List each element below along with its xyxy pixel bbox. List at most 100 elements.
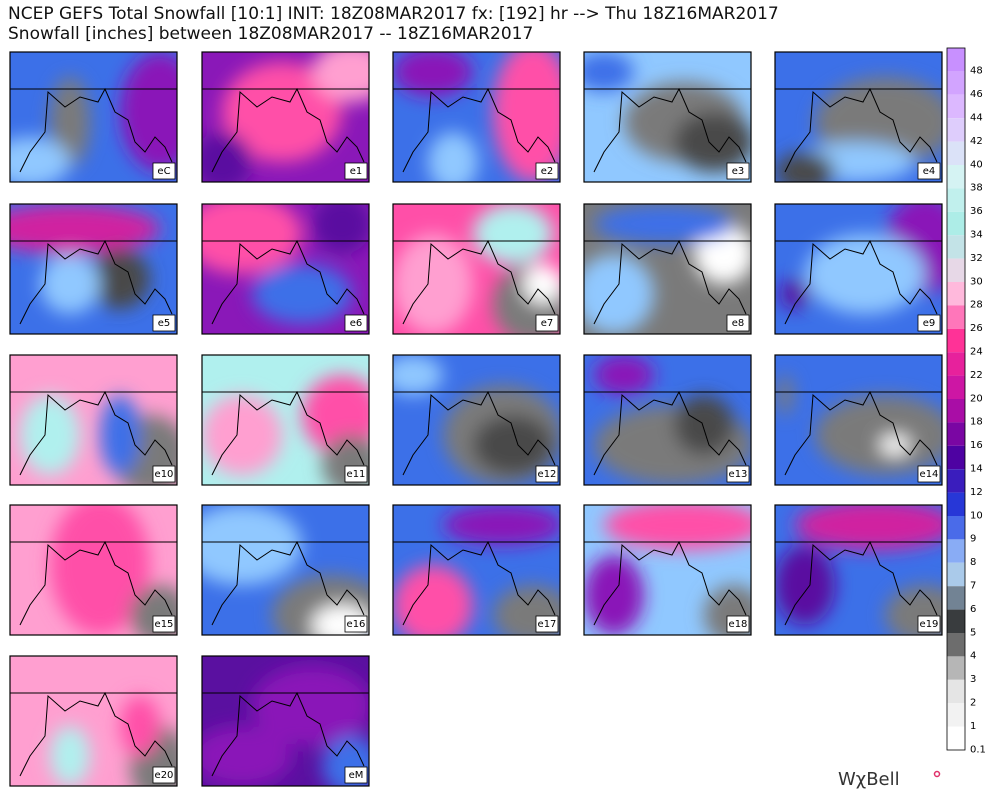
logo-dot (933, 770, 941, 778)
snow-field (584, 52, 751, 172)
snow-field (393, 505, 560, 635)
panel-label-box (344, 314, 368, 332)
colorbar-swatch (947, 282, 965, 306)
title-line-2: Snowfall [inches] between 18Z08MAR2017 -… (8, 24, 533, 44)
snow-blob (584, 254, 654, 334)
colorbar-label: 22 (970, 370, 983, 381)
panel-label: e17 (538, 619, 557, 630)
snow-blob (252, 666, 369, 746)
colorbar-swatch (947, 188, 965, 212)
title-line-1: NCEP GEFS Total Snowfall [10:1] INIT: 18… (8, 4, 779, 24)
panel-label-box (344, 162, 368, 180)
panel-label: e11 (347, 469, 366, 480)
panel-label-box (917, 162, 941, 180)
snow-blob (775, 545, 835, 625)
colorbar-swatch (947, 633, 965, 657)
snow-field (594, 355, 751, 485)
border (19, 87, 173, 173)
border (784, 87, 938, 173)
colorbar-label: 24 (970, 347, 983, 358)
panel (202, 505, 369, 635)
snow-blob (202, 395, 282, 475)
colorbar-swatch (947, 399, 965, 423)
colorbar-swatch (947, 726, 965, 750)
snow-field (584, 204, 751, 334)
colorbar-swatch (947, 118, 965, 142)
panel-label-box (535, 162, 559, 180)
border (211, 691, 365, 777)
panel (393, 505, 560, 635)
border (593, 540, 747, 626)
colorbar-swatch (947, 211, 965, 236)
colorbar-swatch (947, 703, 965, 727)
panel-label: e9 (923, 318, 936, 329)
panel (10, 52, 177, 182)
colorbar-label: 26 (970, 323, 983, 334)
colorbar-swatch (947, 445, 965, 470)
snow-blob (880, 435, 910, 455)
colorbar-swatch (947, 679, 965, 704)
snow-blob (100, 395, 140, 475)
colorbar-label: 4 (970, 651, 976, 662)
snow-blob (50, 726, 90, 786)
colorbar-swatch (947, 71, 965, 95)
snow-blob (20, 395, 80, 475)
panel-frame (201, 203, 370, 335)
colorbar-label: 32 (970, 253, 983, 264)
colorbar-label: 7 (970, 581, 976, 592)
colorbar-label: 34 (970, 230, 983, 241)
panel-label: e8 (732, 318, 745, 329)
snow-blob (10, 137, 70, 182)
panel-frame (9, 51, 178, 183)
panel-label: e7 (541, 318, 554, 329)
snow-field (50, 505, 177, 635)
border (593, 239, 747, 325)
snow-blob (393, 355, 443, 395)
border (211, 87, 365, 173)
colorbar-label: 14 (970, 464, 983, 475)
snow-field (775, 77, 942, 182)
panel-label: e4 (923, 166, 936, 177)
snow-field (202, 52, 369, 182)
snow-blob (202, 132, 252, 182)
snow-blob (120, 52, 177, 172)
border (19, 540, 173, 626)
colorbar-label: 9 (970, 534, 976, 545)
colorbar-swatch (947, 586, 965, 610)
colorbar-swatch (947, 328, 965, 353)
border (19, 390, 173, 476)
colorbar-swatch (947, 562, 965, 587)
snow-blob (795, 505, 942, 550)
panel (10, 505, 177, 635)
panel-label: e10 (155, 469, 174, 480)
colorbar-label: 46 (970, 89, 983, 100)
border (211, 390, 365, 476)
panel (584, 355, 751, 485)
border (593, 87, 747, 173)
panel-label-box (917, 615, 941, 633)
panel-label: e3 (732, 166, 745, 177)
panel-frame (201, 51, 370, 183)
colorbar-label: 38 (970, 183, 983, 194)
panel-label: eM (349, 770, 364, 781)
panel-label: e18 (729, 619, 748, 630)
colorbar-label: 8 (970, 557, 976, 568)
colorbar-frame (946, 47, 966, 751)
colorbar-swatch (947, 656, 965, 680)
snow-blob (443, 505, 560, 545)
panel-frame (201, 504, 370, 636)
border (784, 390, 938, 476)
panel (775, 204, 942, 334)
snow-blob (584, 555, 644, 635)
panel-frame (392, 51, 561, 183)
colorbar-swatch (947, 469, 965, 493)
colorbar-label: 6 (970, 604, 976, 615)
border (784, 540, 938, 626)
panel-grid: eC e1 e2 e3 e4 e5 e6 e7 e8 e9 e10 e11 e12 e13 e14 e15 e1… (9, 51, 943, 787)
panel-label: eC (157, 166, 170, 177)
colorbar-swatch (947, 539, 965, 563)
colorbar-label: 20 (970, 393, 983, 404)
logo: WχBell (838, 769, 900, 790)
snow-blob (674, 112, 751, 172)
